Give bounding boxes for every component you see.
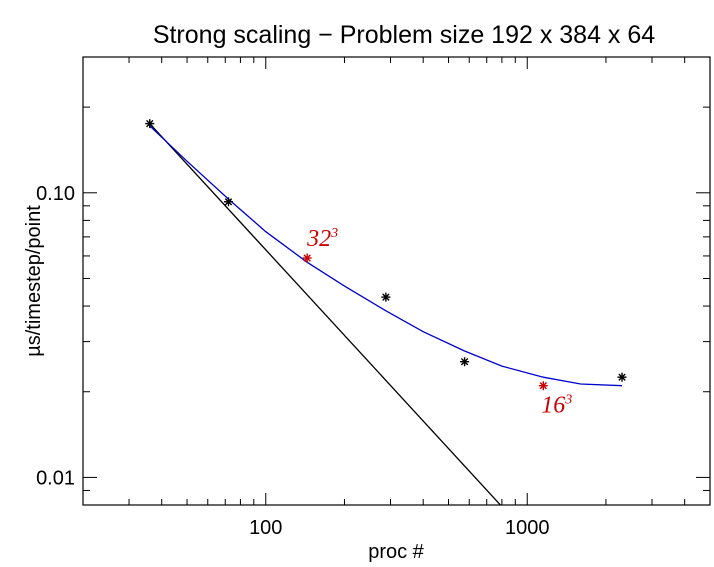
series-lines bbox=[149, 123, 623, 505]
point-annotation: 163 bbox=[541, 393, 572, 419]
data-points bbox=[145, 119, 627, 391]
annotation-sup: 3 bbox=[564, 393, 572, 408]
annotation-sup: 3 bbox=[330, 226, 338, 241]
y-axis-label: µs/timestep/point bbox=[23, 205, 45, 357]
data-point bbox=[538, 381, 548, 391]
data-point bbox=[617, 372, 627, 382]
series-line-fit bbox=[149, 125, 623, 387]
data-point bbox=[145, 119, 155, 129]
data-point bbox=[381, 292, 391, 302]
y-tick-label: 0.01 bbox=[36, 467, 75, 489]
x-tick-label: 100 bbox=[249, 517, 282, 539]
axis-ticks bbox=[82, 57, 711, 506]
axis-tick-labels: 100 1000 0.10 0.01 bbox=[36, 183, 549, 539]
data-point bbox=[460, 357, 470, 367]
x-tick-label: 1000 bbox=[505, 517, 550, 539]
y-tick-label: 0.10 bbox=[36, 183, 75, 205]
x-axis-label: proc # bbox=[368, 541, 424, 563]
data-point bbox=[302, 253, 312, 263]
series-line-ideal bbox=[149, 123, 502, 505]
annotation-base: 32 bbox=[306, 226, 331, 252]
data-point bbox=[223, 197, 233, 207]
point-annotation: 323 bbox=[306, 226, 338, 252]
plot-frame bbox=[82, 56, 711, 506]
chart-title: Strong scaling − Problem size 192 x 384 … bbox=[153, 21, 655, 49]
annotation-base: 16 bbox=[541, 393, 565, 419]
